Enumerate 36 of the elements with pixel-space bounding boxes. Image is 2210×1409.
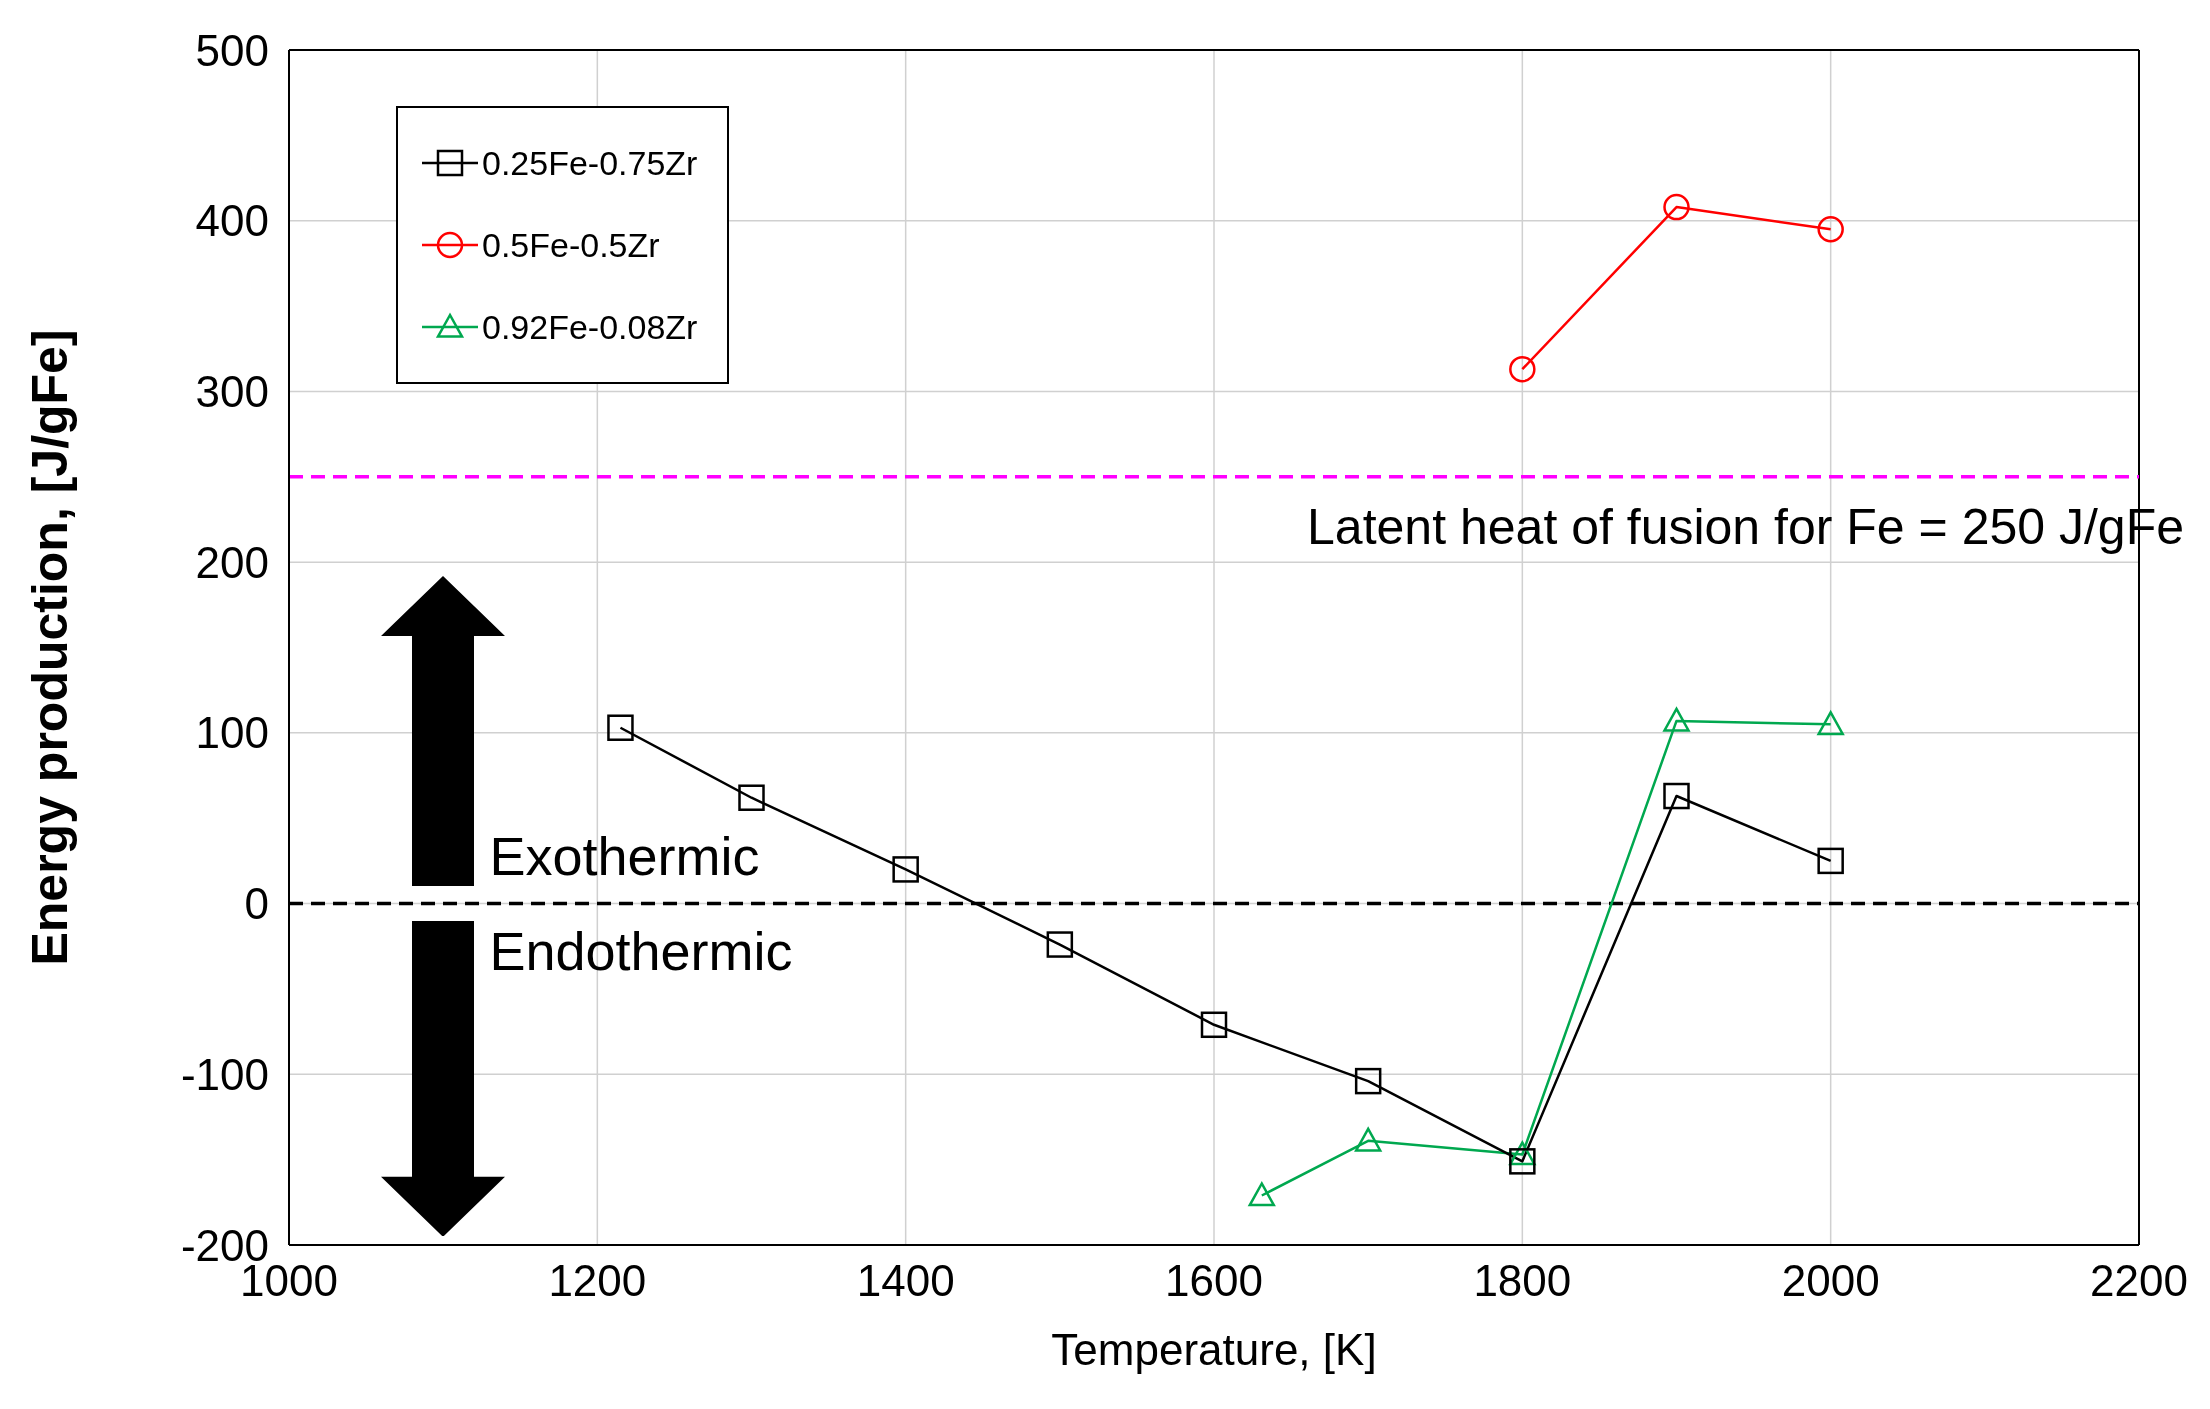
- legend-label: 0.25Fe-0.75Zr: [482, 143, 698, 183]
- point: [738, 784, 765, 811]
- point: [1200, 1011, 1228, 1039]
- y-axis-title: Energy production, [J/gFe]: [21, 329, 78, 966]
- annotation: Endothermic: [489, 920, 793, 983]
- y-tick-label: 0: [244, 879, 269, 929]
- point: [1509, 355, 1536, 383]
- y-tick-label: -100: [180, 1049, 269, 1099]
- y-tick-label: 200: [195, 537, 269, 587]
- x-tick-label: 2200: [2090, 1256, 2188, 1306]
- y-tick-label: 300: [195, 367, 269, 417]
- x-axis-title: Temperature, [K]: [1051, 1325, 1377, 1374]
- y-tick-label: 100: [195, 708, 269, 758]
- y-tick-label: 400: [195, 196, 269, 246]
- x-tick-label: 1200: [548, 1256, 647, 1306]
- point: [1663, 707, 1690, 732]
- legend-label: 0.5Fe-0.5Zr: [482, 225, 660, 265]
- legend-label: 0.92Fe-0.08Zr: [482, 307, 698, 347]
- annotation: Exothermic: [489, 825, 760, 888]
- x-tick-label: 2000: [1781, 1256, 1880, 1306]
- point: [1509, 1148, 1536, 1175]
- point: [1817, 847, 1844, 875]
- y-tick-label: 500: [195, 25, 269, 75]
- point: [607, 714, 634, 741]
- x-tick-label: 1600: [1165, 1256, 1263, 1306]
- point: [892, 856, 919, 883]
- point: [1817, 216, 1844, 243]
- point: [1663, 782, 1690, 810]
- point: [1046, 931, 1074, 958]
- x-tick-label: 1400: [856, 1256, 955, 1306]
- point: [1354, 1127, 1382, 1152]
- point: [1663, 193, 1690, 221]
- point: [1817, 711, 1844, 736]
- point: [1354, 1067, 1382, 1095]
- x-tick-label: 1800: [1473, 1256, 1572, 1306]
- point: [1248, 1182, 1276, 1207]
